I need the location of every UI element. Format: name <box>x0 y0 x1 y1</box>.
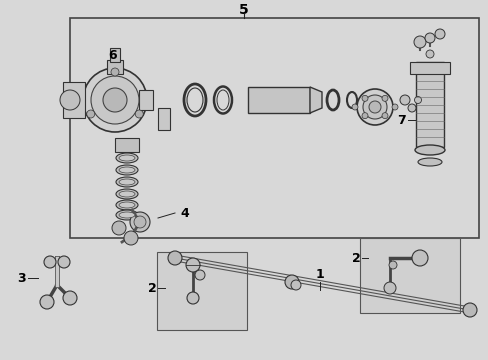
Circle shape <box>86 110 95 118</box>
Circle shape <box>91 76 139 124</box>
Polygon shape <box>309 87 321 113</box>
Circle shape <box>58 256 70 268</box>
Circle shape <box>130 212 150 232</box>
Ellipse shape <box>119 167 135 173</box>
Circle shape <box>290 280 301 290</box>
Ellipse shape <box>119 155 135 161</box>
Bar <box>409 62 449 74</box>
Circle shape <box>425 50 433 58</box>
Ellipse shape <box>119 179 135 185</box>
Circle shape <box>111 68 119 76</box>
Circle shape <box>135 110 143 118</box>
Circle shape <box>124 231 138 245</box>
Circle shape <box>195 270 204 280</box>
Circle shape <box>361 113 367 119</box>
Circle shape <box>388 261 396 269</box>
Text: 1: 1 <box>315 269 324 282</box>
Ellipse shape <box>116 189 138 199</box>
Circle shape <box>383 282 395 294</box>
Bar <box>70 18 478 238</box>
Circle shape <box>424 33 434 43</box>
Circle shape <box>186 292 199 304</box>
Ellipse shape <box>417 158 441 166</box>
Ellipse shape <box>116 200 138 210</box>
Circle shape <box>399 95 409 105</box>
Circle shape <box>285 275 298 289</box>
Circle shape <box>44 256 56 268</box>
Circle shape <box>134 216 146 228</box>
Circle shape <box>40 295 54 309</box>
Circle shape <box>83 68 147 132</box>
Ellipse shape <box>116 165 138 175</box>
Text: 7: 7 <box>397 113 406 126</box>
Circle shape <box>361 95 367 101</box>
Circle shape <box>413 36 425 48</box>
Ellipse shape <box>414 145 444 155</box>
Bar <box>63 82 85 118</box>
Circle shape <box>60 90 80 110</box>
Bar <box>110 48 120 62</box>
Circle shape <box>362 95 386 119</box>
Bar <box>115 138 139 152</box>
Text: 5: 5 <box>239 3 248 17</box>
Circle shape <box>168 251 182 265</box>
Circle shape <box>356 89 392 125</box>
Text: 4: 4 <box>180 207 189 220</box>
Circle shape <box>112 221 126 235</box>
Circle shape <box>381 113 387 119</box>
Circle shape <box>434 29 444 39</box>
Bar <box>359 238 459 313</box>
Bar <box>158 108 170 130</box>
Circle shape <box>391 104 397 110</box>
Text: 3: 3 <box>18 271 26 284</box>
Bar <box>415 62 443 147</box>
Circle shape <box>63 291 77 305</box>
Bar <box>107 60 123 74</box>
Circle shape <box>462 303 476 317</box>
Circle shape <box>381 95 387 101</box>
Circle shape <box>411 250 427 266</box>
Circle shape <box>414 96 421 104</box>
Text: 2: 2 <box>147 282 156 294</box>
Ellipse shape <box>119 202 135 208</box>
Ellipse shape <box>116 153 138 163</box>
Ellipse shape <box>119 212 135 218</box>
Bar <box>157 252 246 330</box>
Text: 2: 2 <box>351 252 360 265</box>
Circle shape <box>103 88 127 112</box>
Bar <box>247 87 309 113</box>
Circle shape <box>351 104 357 110</box>
Ellipse shape <box>116 177 138 187</box>
Circle shape <box>185 258 200 272</box>
Text: 6: 6 <box>108 49 117 62</box>
Bar <box>139 90 153 110</box>
Ellipse shape <box>119 191 135 197</box>
Circle shape <box>407 104 415 112</box>
Ellipse shape <box>116 210 138 220</box>
Circle shape <box>368 101 380 113</box>
